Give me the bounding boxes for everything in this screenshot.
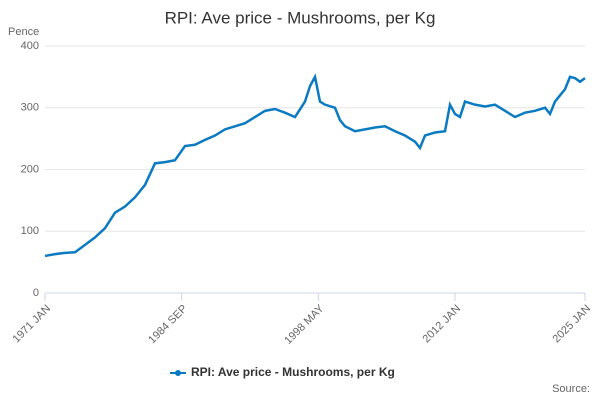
x-tick-label: 1998 MAY (282, 302, 327, 347)
x-tick-label: 2012 JAN (421, 303, 464, 346)
chart-title: RPI: Ave price - Mushrooms, per Kg (165, 8, 436, 27)
y-tick-label: 0 (33, 287, 39, 299)
x-tick-label: 2025 JAN (551, 303, 594, 346)
y-axis-label: Pence (8, 26, 39, 38)
x-tick-label: 1984 SEP (146, 303, 190, 347)
y-tick-label: 200 (21, 163, 39, 175)
line (44, 73, 586, 258)
x-tick-label: 1971 JAN (11, 303, 54, 346)
legend-label: RPI: Ave price - Mushrooms, per Kg (191, 365, 395, 379)
source: Source: (552, 383, 590, 395)
y-tick-label: 100 (21, 225, 39, 237)
legend-symbol (175, 370, 181, 376)
y-tick-label: 300 (21, 102, 39, 114)
y-tick-label: 400 (21, 40, 39, 52)
